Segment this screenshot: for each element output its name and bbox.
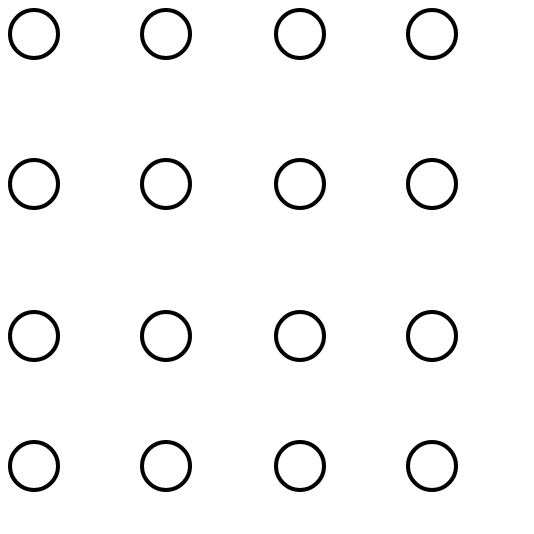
grid-circle xyxy=(140,158,192,210)
grid-circle xyxy=(406,158,458,210)
grid-circle xyxy=(406,440,458,492)
grid-circle xyxy=(8,310,60,362)
grid-circle xyxy=(8,440,60,492)
grid-circle xyxy=(140,310,192,362)
grid-circle xyxy=(8,158,60,210)
grid-circle xyxy=(406,310,458,362)
grid-circle xyxy=(274,440,326,492)
grid-circle xyxy=(274,310,326,362)
grid-circle xyxy=(274,8,326,60)
grid-circle xyxy=(274,158,326,210)
grid-circle xyxy=(8,8,60,60)
grid-circle xyxy=(140,8,192,60)
grid-circle xyxy=(406,8,458,60)
circle-grid xyxy=(0,0,534,534)
grid-circle xyxy=(140,440,192,492)
